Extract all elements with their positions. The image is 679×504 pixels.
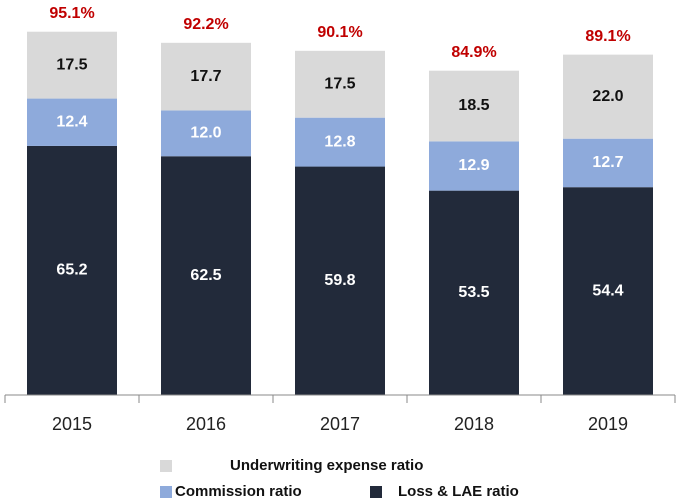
segment-label: 12.0 bbox=[190, 125, 221, 142]
x-tick-label: 2019 bbox=[588, 414, 628, 434]
legend-label: Underwriting expense ratio bbox=[230, 457, 423, 474]
total-label: 84.9% bbox=[451, 44, 496, 61]
segment-label: 12.9 bbox=[458, 157, 489, 174]
segment-label: 12.8 bbox=[324, 133, 355, 150]
segment-label: 54.4 bbox=[592, 282, 623, 299]
bar-segment bbox=[563, 138, 653, 188]
legend-swatch bbox=[370, 486, 382, 498]
bar-segment bbox=[161, 156, 251, 395]
bar-segment bbox=[295, 117, 385, 167]
segment-label: 12.7 bbox=[592, 154, 623, 171]
bar-segment bbox=[295, 166, 385, 395]
x-tick-label: 2018 bbox=[454, 414, 494, 434]
segment-label: 65.2 bbox=[56, 262, 87, 279]
bar-segment bbox=[429, 141, 519, 191]
legend-swatch bbox=[160, 486, 172, 498]
bar-segment bbox=[161, 42, 251, 111]
bar-segment bbox=[161, 110, 251, 157]
total-label: 89.1% bbox=[585, 28, 630, 45]
total-label: 92.2% bbox=[183, 16, 228, 33]
bar-segment bbox=[429, 70, 519, 142]
bar-segment bbox=[27, 98, 117, 146]
segment-label: 17.7 bbox=[190, 68, 221, 85]
x-tick-label: 2016 bbox=[186, 414, 226, 434]
segment-label: 17.5 bbox=[324, 75, 355, 92]
legend-label: Loss & LAE ratio bbox=[398, 483, 519, 500]
bar-segment bbox=[27, 145, 117, 395]
bar-segment bbox=[27, 31, 117, 99]
segment-label: 53.5 bbox=[458, 284, 489, 301]
bar-segment bbox=[429, 190, 519, 395]
x-tick-label: 2015 bbox=[52, 414, 92, 434]
segment-label: 62.5 bbox=[190, 267, 221, 284]
bar-segment bbox=[295, 50, 385, 118]
bar-segment bbox=[563, 187, 653, 395]
segment-label: 18.5 bbox=[458, 97, 489, 114]
segment-label: 22.0 bbox=[592, 88, 623, 105]
x-tick-label: 2017 bbox=[320, 414, 360, 434]
legend-label: Commission ratio bbox=[175, 483, 302, 500]
total-label: 95.1% bbox=[49, 5, 94, 22]
segment-label: 59.8 bbox=[324, 272, 355, 289]
legend-swatch bbox=[160, 460, 172, 472]
bar-segment bbox=[563, 54, 653, 139]
segment-label: 12.4 bbox=[56, 113, 87, 130]
segment-label: 17.5 bbox=[56, 56, 87, 73]
total-label: 90.1% bbox=[317, 24, 362, 41]
